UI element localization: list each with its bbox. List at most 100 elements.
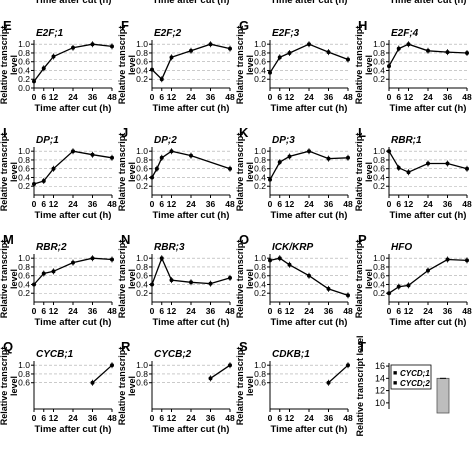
- x-tick-label: 24: [423, 306, 433, 316]
- x-tick-label: 12: [404, 306, 414, 316]
- x-axis-label: Time after cut (h): [35, 210, 112, 221]
- series-line: [210, 364, 231, 379]
- y-tick-label: 0.8: [254, 369, 266, 379]
- data-point: [396, 46, 401, 51]
- data-point: [71, 260, 75, 265]
- x-tick-label: 0: [268, 306, 273, 316]
- x-tick-label: 6: [41, 413, 46, 423]
- y-tick-label: 0.8: [373, 48, 385, 58]
- x-tick-label: 24: [304, 413, 314, 423]
- y-tick-label: 0.4: [373, 279, 385, 289]
- x-axis-label: Time after cut (h): [390, 0, 467, 6]
- panel-letter: J: [121, 125, 128, 140]
- y-tick-label: 0.6: [136, 271, 148, 281]
- y-tick-label: 0.8: [18, 48, 30, 58]
- x-tick-label: 12: [167, 413, 177, 423]
- y-tick-label: 0.8: [373, 155, 385, 165]
- y-tick-label: 0.8: [136, 369, 148, 379]
- panel-letter: E: [3, 18, 12, 33]
- y-tick-label: 1.0: [18, 360, 30, 370]
- data-point: [208, 42, 213, 47]
- data-point: [406, 170, 411, 175]
- x-tick-label: 24: [68, 92, 78, 102]
- data-point: [426, 268, 430, 273]
- series-line: [33, 150, 113, 185]
- y-tick-label: 1.0: [18, 146, 30, 156]
- y-tick-label: 12: [375, 386, 385, 396]
- x-tick-label: 0: [387, 92, 392, 102]
- data-point: [110, 44, 114, 49]
- x-tick-label: 36: [88, 199, 98, 209]
- panel-letter: R: [121, 339, 131, 354]
- y-tick-label: 0.6: [136, 57, 148, 67]
- panel-title: RBR;2: [36, 242, 67, 253]
- x-tick-label: 0: [150, 413, 155, 423]
- data-point: [71, 149, 75, 154]
- panel-letter: H: [358, 18, 367, 33]
- data-point: [228, 166, 232, 171]
- x-tick-label: 48: [225, 413, 235, 423]
- y-axis-label: level: [245, 55, 255, 75]
- data-point: [287, 154, 292, 159]
- x-tick-label: 6: [277, 92, 282, 102]
- y-tick-label: 1.0: [254, 360, 266, 370]
- x-axis-label: Time after cut (h): [153, 210, 230, 221]
- y-tick-label: 0.4: [136, 65, 148, 75]
- data-point: [268, 70, 272, 75]
- x-tick-label: 48: [107, 199, 117, 209]
- y-tick-label: 0.4: [254, 172, 266, 182]
- x-tick-label: 12: [285, 413, 295, 423]
- panel-letter: L: [358, 125, 366, 140]
- x-tick-label: 0: [32, 413, 37, 423]
- x-tick-label: 6: [41, 92, 46, 102]
- data-point: [189, 153, 193, 158]
- data-point: [228, 46, 232, 51]
- y-tick-label: 0.2: [373, 74, 385, 84]
- x-axis-label: Time after cut (h): [271, 103, 348, 114]
- y-tick-label: 16: [375, 361, 385, 371]
- data-point: [110, 363, 114, 368]
- x-tick-label: 0: [150, 199, 155, 209]
- y-axis-label: Relative transcript: [117, 240, 127, 319]
- data-point: [159, 256, 164, 261]
- series-line: [92, 364, 113, 384]
- y-tick-label: 0.4: [373, 172, 385, 182]
- x-tick-label: 24: [423, 199, 433, 209]
- panel-title: DP;2: [154, 135, 177, 146]
- x-tick-label: 12: [49, 199, 59, 209]
- x-axis-label: Time after cut (h): [153, 424, 230, 435]
- x-tick-label: 0: [32, 199, 37, 209]
- x-tick-label: 48: [225, 306, 235, 316]
- panel-title: RBR;3: [154, 242, 185, 253]
- data-point: [154, 166, 159, 171]
- y-axis-label: level: [364, 162, 374, 182]
- data-point: [208, 281, 213, 286]
- y-tick-label: 0.2: [136, 181, 148, 191]
- x-tick-label: 12: [285, 306, 295, 316]
- x-tick-label: 48: [343, 306, 353, 316]
- series-line: [151, 256, 231, 285]
- x-tick-label: 36: [324, 199, 334, 209]
- y-axis-label: level: [9, 55, 19, 75]
- y-tick-label: 0.8: [136, 48, 148, 58]
- y-axis-label: Relative transcript: [0, 347, 9, 426]
- x-tick-label: 48: [225, 199, 235, 209]
- x-tick-label: 36: [324, 92, 334, 102]
- data-point: [90, 256, 95, 261]
- y-axis-label: level: [127, 269, 137, 289]
- panel-title: E2F;3: [272, 28, 300, 39]
- x-tick-label: 6: [41, 199, 46, 209]
- y-axis-label: Relative transcript: [235, 240, 245, 319]
- data-point: [326, 50, 331, 55]
- x-tick-label: 6: [159, 413, 164, 423]
- data-point: [326, 286, 331, 291]
- x-tick-label: 48: [343, 92, 353, 102]
- data-point: [346, 293, 350, 298]
- y-tick-label: 1.0: [373, 253, 385, 263]
- x-tick-label: 48: [107, 306, 117, 316]
- x-tick-label: 0: [387, 306, 392, 316]
- data-point: [346, 363, 350, 368]
